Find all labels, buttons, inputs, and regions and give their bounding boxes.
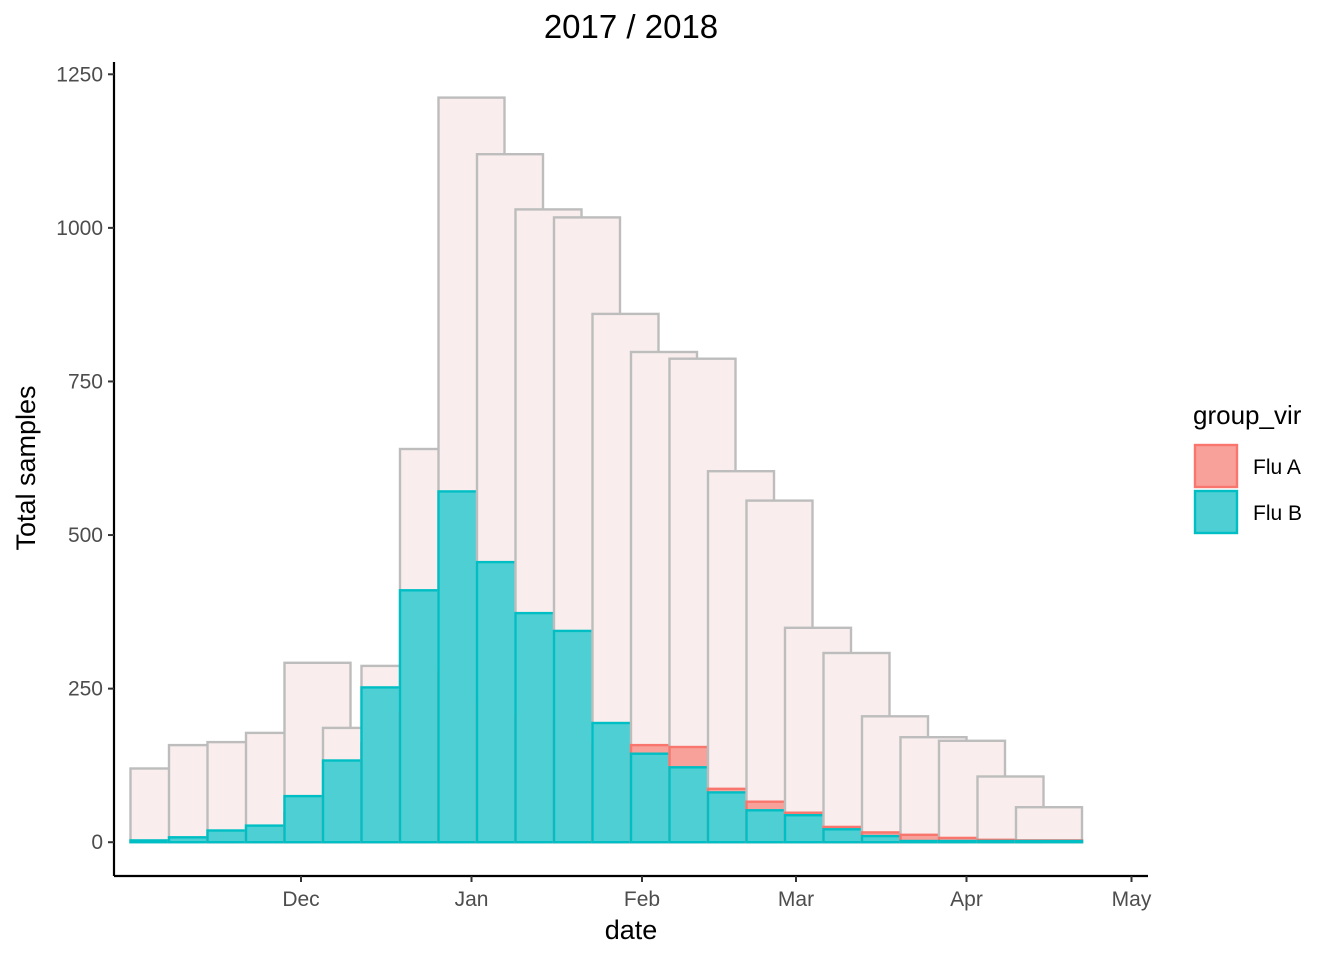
x-tick-label: Mar <box>778 888 814 911</box>
axes-layer: 0 250 500 750 1000 1250 Dec Jan Feb Mar Apr May <box>56 62 1152 911</box>
y-tick-label: 0 <box>91 831 103 854</box>
y-tick-label: 1250 <box>56 63 103 86</box>
legend-label: Flu B <box>1253 502 1302 525</box>
y-tick-label: 250 <box>68 678 103 701</box>
x-tick-label: May <box>1112 888 1152 911</box>
legend: group_vir Flu A Flu B <box>1193 400 1302 535</box>
x-axis-label: date <box>605 915 658 945</box>
y-tick-label: 1000 <box>56 217 103 240</box>
x-tick-label: Jan <box>455 888 489 911</box>
y-axis-label: Total samples <box>11 385 41 550</box>
total-bar <box>1014 806 1084 844</box>
x-tick-label: Feb <box>624 888 660 911</box>
legend-key <box>1193 489 1239 535</box>
y-tick-label: 750 <box>68 370 103 393</box>
y-tick-label: 500 <box>68 524 103 547</box>
legend-label: Flu A <box>1253 456 1301 479</box>
legend-key <box>1193 443 1239 489</box>
x-tick-label: Dec <box>282 888 319 911</box>
x-tick-label: Apr <box>950 888 983 911</box>
chart-title: 2017 / 2018 <box>544 8 718 45</box>
legend-title: group_vir <box>1193 400 1302 430</box>
bars-layer <box>129 96 1084 844</box>
flu-b-bar <box>1014 839 1084 844</box>
